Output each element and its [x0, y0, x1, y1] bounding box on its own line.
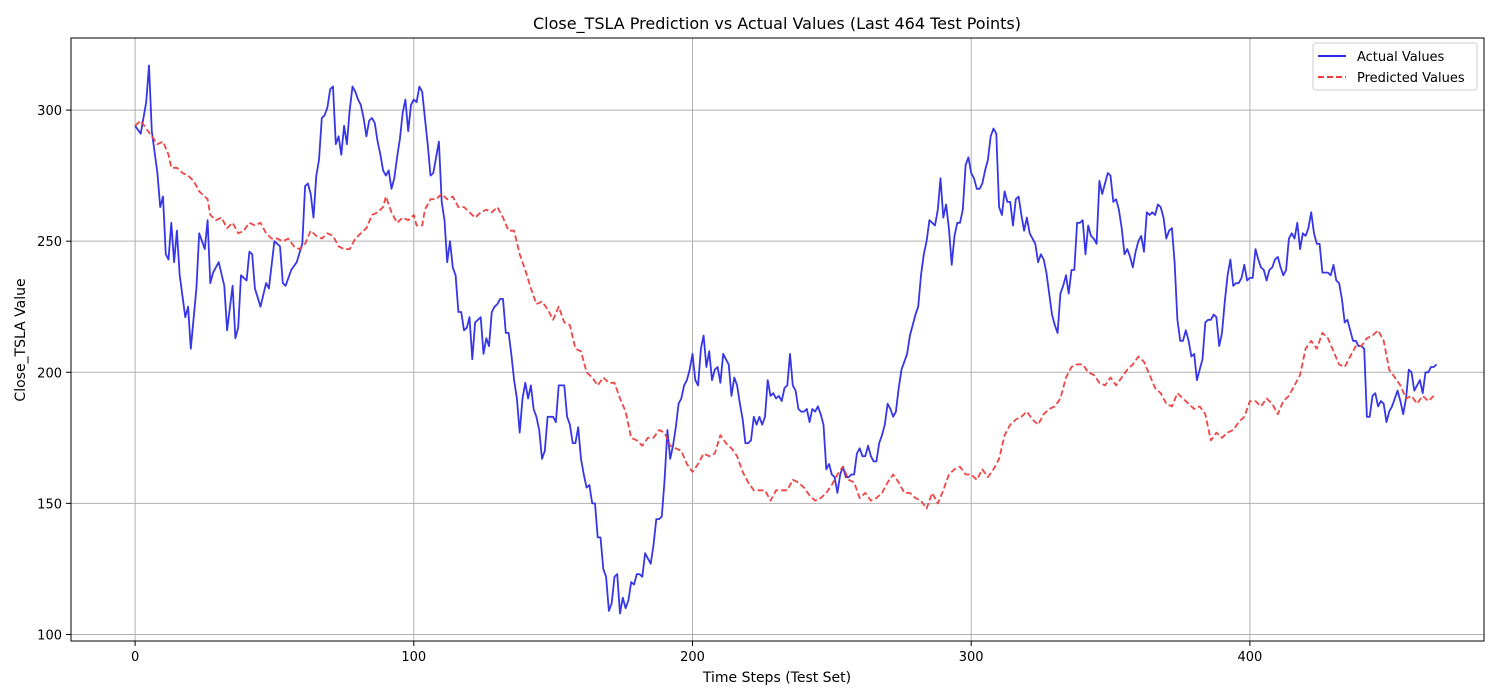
series-line-predicted-values	[134, 119, 1435, 510]
x-tick-label-200: 200	[680, 650, 705, 665]
x-tick-label-100: 100	[401, 650, 426, 665]
y-tick-label-100: 100	[37, 628, 62, 643]
y-tick-label-300: 300	[37, 104, 62, 119]
plot-series	[134, 64, 1438, 615]
series-line-actual-values	[134, 64, 1438, 615]
x-axis-label: Time Steps (Test Set)	[702, 670, 851, 686]
x-tick-label-400: 400	[1237, 650, 1262, 665]
chart-title: Close_TSLA Prediction vs Actual Values (…	[533, 14, 1021, 34]
y-tick-label-200: 200	[37, 366, 62, 381]
grid-lines	[71, 38, 1484, 641]
x-tick-label-0: 0	[131, 650, 139, 665]
legend: Actual Values Predicted Values	[1312, 42, 1478, 91]
y-tick-label-250: 250	[37, 235, 62, 250]
legend-box	[1312, 42, 1478, 91]
y-axis-label: Close_TSLA Value	[13, 278, 29, 401]
y-axis-ticks: 100 150 200 250 300	[37, 104, 71, 643]
x-axis-ticks: 0 100 200 300 400	[131, 641, 1262, 665]
x-tick-label-300: 300	[959, 650, 984, 665]
legend-actual-label: Actual Values	[1357, 50, 1445, 65]
legend-predicted-label: Predicted Values	[1357, 71, 1465, 86]
y-tick-label-150: 150	[37, 497, 62, 512]
plot-frame	[70, 37, 1485, 642]
